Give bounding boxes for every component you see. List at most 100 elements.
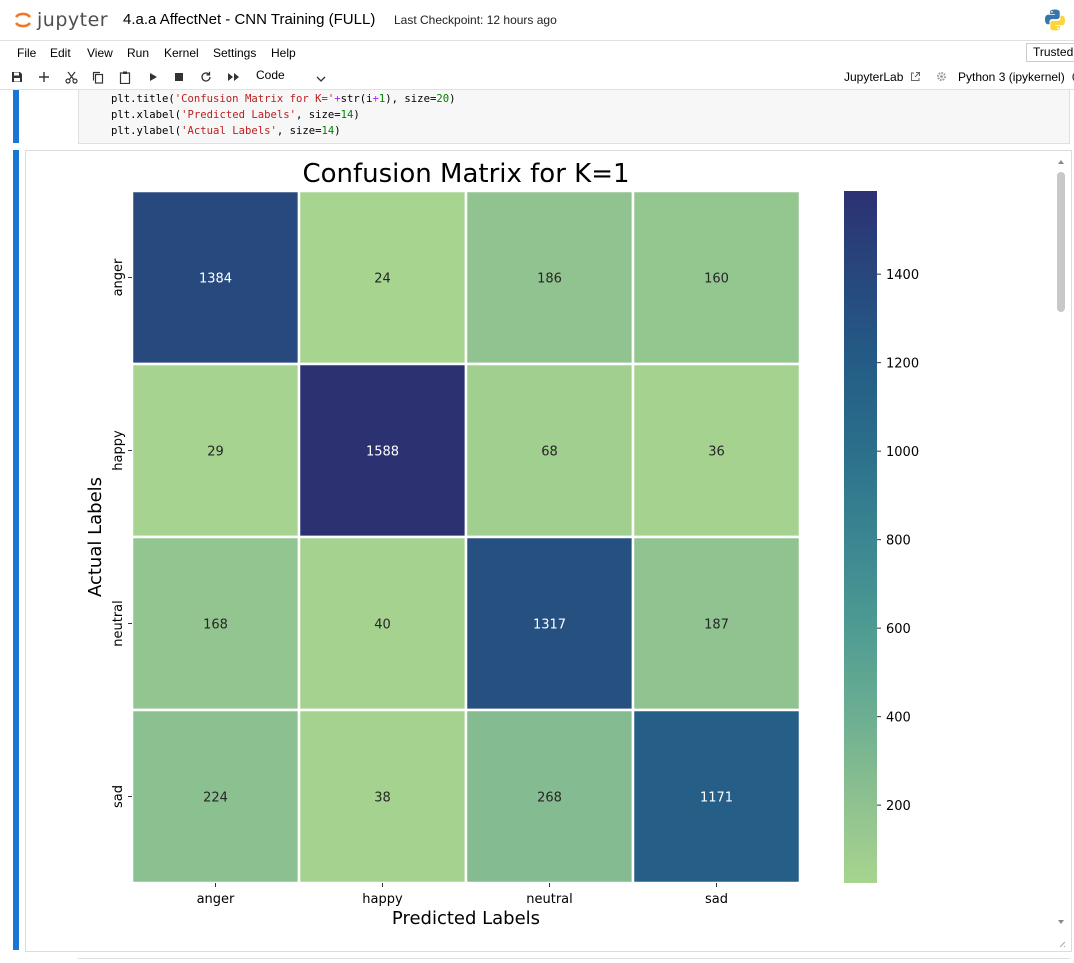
heatmap-cell bbox=[631, 708, 802, 885]
cell-value-label: 68 bbox=[541, 445, 558, 460]
y-tick-label: sad bbox=[111, 785, 126, 808]
code-token: ) bbox=[449, 93, 456, 105]
cell-value-label: 1384 bbox=[199, 272, 232, 287]
heatmap-cell bbox=[297, 708, 468, 885]
code-token: 'Confusion Matrix for K=' bbox=[174, 93, 335, 105]
y-axis-label: Actual Labels bbox=[85, 477, 106, 597]
resize-handle-icon[interactable] bbox=[1059, 941, 1066, 948]
y-tick-label: anger bbox=[111, 258, 126, 296]
run-all-icon bbox=[227, 73, 239, 81]
heatmap-cell bbox=[464, 708, 635, 885]
paste-icon bbox=[119, 71, 131, 84]
colorbar-tick-label: 600 bbox=[886, 622, 911, 637]
chart-title: Confusion Matrix for K=1 bbox=[302, 159, 629, 189]
cell-value-label: 40 bbox=[374, 618, 391, 633]
chevron-down-icon[interactable] bbox=[316, 70, 326, 88]
code-token: 20 bbox=[436, 93, 450, 105]
menu-view[interactable]: View bbox=[87, 46, 113, 60]
x-tick-label: anger bbox=[197, 892, 235, 907]
code-token: 'Predicted Labels' bbox=[181, 109, 296, 121]
colorbar-tick-label: 1000 bbox=[886, 445, 919, 460]
output-scrollbar[interactable] bbox=[1053, 150, 1069, 950]
code-token: plt.ylabel( bbox=[111, 125, 182, 137]
code-token: , size= bbox=[276, 125, 322, 137]
copy-button[interactable] bbox=[89, 68, 107, 86]
restart-button[interactable] bbox=[197, 68, 215, 86]
colorbar-tick-label: 200 bbox=[886, 799, 911, 814]
heatmap-cell bbox=[130, 362, 301, 539]
run-icon bbox=[150, 73, 157, 81]
stop-icon bbox=[175, 73, 183, 81]
active-cell-indicator bbox=[13, 90, 19, 143]
x-tick-label: neutral bbox=[526, 892, 573, 907]
heatmap-cell bbox=[631, 362, 802, 539]
add-cell-icon bbox=[39, 72, 49, 82]
code-token: plt.xlabel( bbox=[111, 109, 182, 121]
menu-run[interactable]: Run bbox=[127, 46, 150, 60]
run-all-button[interactable] bbox=[224, 68, 242, 86]
jupyter-logo-icon bbox=[14, 12, 32, 28]
cell-value-label: 29 bbox=[207, 445, 224, 460]
scroll-down-icon[interactable] bbox=[1058, 920, 1064, 924]
kernel-name[interactable]: Python 3 (ipykernel) bbox=[958, 70, 1074, 84]
external-link-icon bbox=[910, 72, 920, 81]
trusted-indicator[interactable]: Trusted bbox=[1026, 43, 1074, 62]
cut-icon bbox=[64, 71, 78, 84]
code-token: 14 bbox=[321, 125, 335, 137]
x-axis-label: Predicted Labels bbox=[392, 908, 540, 929]
cut-button[interactable] bbox=[62, 68, 80, 86]
cell-value-label: 1588 bbox=[366, 445, 399, 460]
notebook-title[interactable]: 4.a.a AffectNet - CNN Training (FULL) bbox=[123, 11, 376, 28]
confusion-matrix-chart: Confusion Matrix for K=1 1384 24 186 160 29 15… bbox=[85, 159, 919, 929]
heatmap-cell bbox=[130, 535, 301, 712]
cell-type-select[interactable]: Code bbox=[256, 68, 285, 82]
output-area: Confusion Matrix for K=1 1384 24 186 160 29 15… bbox=[25, 150, 1072, 952]
copy-icon bbox=[92, 71, 104, 84]
save-button[interactable] bbox=[8, 68, 26, 86]
colorbar-tick-label: 800 bbox=[886, 534, 911, 549]
code-token: plt.title( bbox=[111, 93, 175, 105]
code-editor[interactable]: plt.title('Confusion Matrix for K=' +str(… bbox=[78, 90, 1070, 144]
menu-kernel[interactable]: Kernel bbox=[164, 46, 199, 60]
cell-value-label: 38 bbox=[374, 791, 391, 806]
gear-icon[interactable] bbox=[936, 71, 947, 82]
menu-help[interactable]: Help bbox=[271, 46, 296, 60]
heatmap-cell bbox=[631, 189, 802, 366]
divider bbox=[78, 958, 1070, 959]
jupyterlab-label: JupyterLab bbox=[844, 70, 904, 84]
code-line: plt.xlabel('Predicted Labels', size=14) bbox=[111, 109, 360, 121]
colorbar-tick-label: 400 bbox=[886, 711, 911, 726]
menu-settings[interactable]: Settings bbox=[213, 46, 257, 60]
cell-value-label: 160 bbox=[704, 272, 729, 287]
cell-value-label: 224 bbox=[203, 791, 228, 806]
cell-value-label: 1171 bbox=[700, 791, 733, 806]
scroll-thumb[interactable] bbox=[1057, 172, 1065, 312]
run-button[interactable] bbox=[144, 68, 162, 86]
code-token: ) bbox=[334, 125, 341, 137]
stop-button[interactable] bbox=[170, 68, 188, 86]
cell-value-label: 1317 bbox=[533, 618, 566, 633]
python-logo bbox=[1043, 8, 1067, 37]
colorbar bbox=[844, 191, 877, 883]
code-token: str(i bbox=[340, 93, 373, 105]
menu-file[interactable]: File bbox=[17, 46, 37, 60]
heatmap-cell bbox=[130, 708, 301, 885]
code-token: + bbox=[372, 93, 379, 105]
save-icon bbox=[12, 72, 22, 82]
add-cell-button[interactable] bbox=[35, 68, 53, 86]
menu-bar: File Edit View Run Kernel Settings Help … bbox=[0, 40, 1074, 66]
paste-button[interactable] bbox=[116, 68, 134, 86]
jupyterlab-link[interactable]: JupyterLab bbox=[844, 70, 947, 84]
header: jupyter 4.a.a AffectNet - CNN Training (… bbox=[0, 0, 1074, 40]
jupyter-logo[interactable]: jupyter bbox=[14, 7, 108, 33]
menu-edit[interactable]: Edit bbox=[50, 46, 71, 60]
code-token: 'Actual Labels' bbox=[181, 125, 277, 137]
colorbar-tick-label: 1400 bbox=[886, 268, 919, 283]
kernel-label: Python 3 (ipykernel) bbox=[958, 70, 1065, 84]
code-token: 1 bbox=[378, 93, 386, 105]
cell-value-label: 36 bbox=[708, 445, 725, 460]
scroll-up-icon[interactable] bbox=[1058, 160, 1064, 164]
cell-value-label: 268 bbox=[537, 791, 562, 806]
toolbar: Code JupyterLab Python 3 (ipykernel) bbox=[0, 65, 1074, 90]
checkpoint-status: Last Checkpoint: 12 hours ago bbox=[394, 13, 557, 27]
